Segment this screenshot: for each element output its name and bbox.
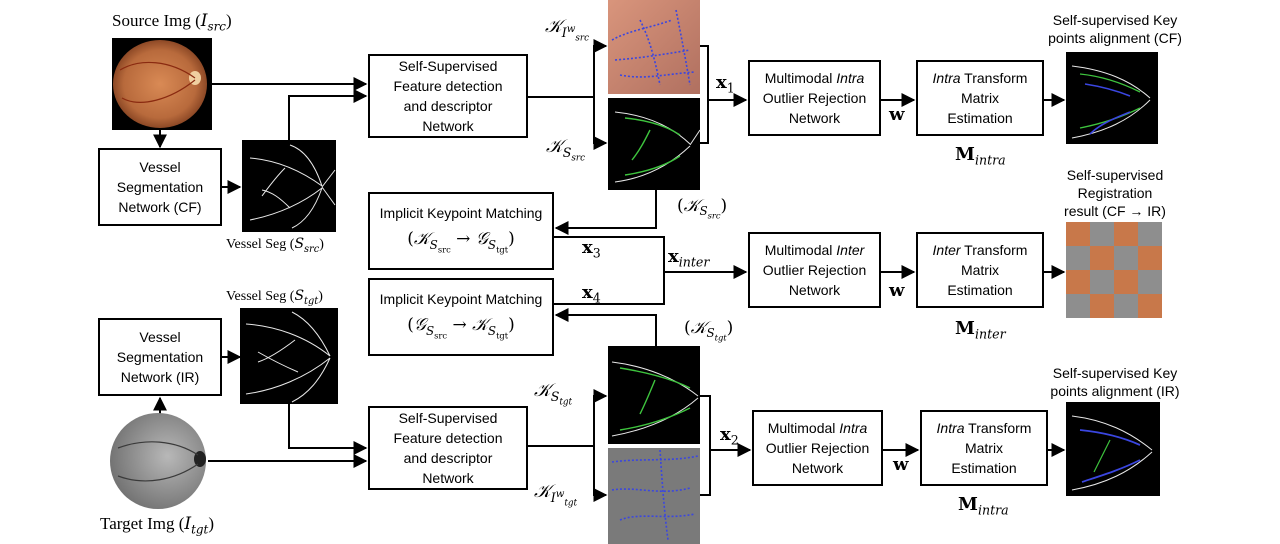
x4-label: x4: [582, 282, 601, 306]
feature-network-bottom: Self-Supervised Feature detection and de…: [368, 406, 528, 490]
x2-label: x2: [720, 424, 739, 448]
line: Segmentation: [116, 349, 204, 365]
caption-line: Registration: [1077, 185, 1153, 201]
line: and descriptor: [403, 98, 493, 114]
k-s-tgt-paren-label: (𝒦Stgt): [684, 318, 734, 343]
line: Feature detection: [393, 78, 503, 94]
implicit-matching-2: Implicit Keypoint Matching (𝒢Ssrc → 𝒦Stg…: [368, 278, 554, 356]
w-top-label: w: [889, 104, 905, 125]
line: Matrix: [964, 440, 1004, 456]
matching-formula: (𝒢Ssrc → 𝒦Stgt): [407, 315, 515, 340]
line: Intra Transform: [936, 420, 1032, 436]
line: Inter Transform: [932, 242, 1028, 258]
registration-result-image: [1066, 222, 1162, 318]
line: Segmentation: [116, 179, 204, 195]
line: Outlier Rejection: [762, 90, 867, 106]
k-s-src-paren-label: (𝒦Ssrc): [677, 196, 728, 221]
x1-label: x1: [716, 72, 735, 96]
k-warped-src-label: 𝒦Iwsrc: [545, 16, 590, 44]
x3-label: x3: [582, 237, 601, 261]
transform-estimation-inter: Inter Transform Matrix Estimation: [916, 232, 1044, 308]
line: Multimodal Intra: [767, 420, 868, 436]
warped-tgt-keypoints-image: [608, 448, 700, 544]
line: Self-Supervised: [398, 58, 498, 74]
matching-title: Implicit Keypoint Matching: [379, 291, 543, 308]
vessel-seg-tgt-image: [240, 308, 338, 404]
line: Matrix: [960, 90, 1000, 106]
caption-line: Self-supervised Key: [1052, 12, 1178, 28]
line: Vessel: [139, 329, 181, 345]
caption-line: points alignment (IR): [1050, 383, 1180, 399]
line: Network (IR): [120, 369, 200, 385]
k-warped-tgt-label: 𝒦Iwtgt: [534, 481, 578, 509]
line: Estimation: [947, 110, 1013, 126]
top-alignment-result-image: [1066, 52, 1158, 144]
tgt-vessel-keypoints-image: [608, 346, 700, 444]
caption-line: Self-supervised: [1066, 167, 1164, 183]
transform-estimation-intra-bottom: Intra Transform Matrix Estimation: [920, 410, 1048, 486]
outlier-rejection-inter: Multimodal Inter Outlier Rejection Netwo…: [748, 232, 881, 308]
line: Multimodal Inter: [764, 242, 865, 258]
line: Estimation: [951, 460, 1017, 476]
w-mid-label: w: [889, 280, 905, 301]
target-image: [110, 413, 208, 509]
line: Network (CF): [118, 199, 202, 215]
warped-src-keypoints-image: [608, 0, 700, 94]
feature-network-top: Self-Supervised Feature detection and de…: [368, 54, 528, 138]
vessel-segmentation-network-ir: Vessel Segmentation Network (IR): [98, 318, 222, 396]
matching-title: Implicit Keypoint Matching: [379, 205, 543, 222]
target-image-label: Target Img (Itgt): [100, 514, 214, 537]
transform-estimation-intra-top: Intra Transform Matrix Estimation: [916, 60, 1044, 136]
caption-mid-right: Self-supervised Registration result (CF …: [1030, 166, 1200, 220]
w-bottom-label: w: [893, 454, 909, 475]
x-inter-label: xinter: [668, 246, 710, 270]
line: Vessel: [139, 159, 181, 175]
source-image: [112, 38, 212, 130]
line: Network: [788, 282, 841, 298]
caption-line: Self-supervised Key: [1052, 365, 1178, 381]
outlier-rejection-intra-top: Multimodal Intra Outlier Rejection Netwo…: [748, 60, 881, 136]
connectors: [153, 39, 1066, 502]
m-intra-top-label: Mintra: [955, 144, 1006, 168]
src-vessel-keypoints-image: [608, 98, 701, 190]
vessel-seg-src-image: [242, 140, 336, 232]
line: Feature detection: [393, 430, 503, 446]
source-image-label: Source Img (Isrc): [112, 11, 232, 34]
k-s-src-label: 𝒦Ssrc: [546, 136, 586, 164]
caption-line: points alignment (CF): [1048, 30, 1182, 46]
line: Network: [788, 110, 841, 126]
line: Outlier Rejection: [765, 440, 870, 456]
line: Intra Transform: [932, 70, 1028, 86]
caption-bottom-right: Self-supervised Key points alignment (IR…: [1030, 364, 1200, 400]
bottom-alignment-result-image: [1066, 402, 1160, 496]
line: Network: [422, 470, 474, 486]
caption-line: result (CF → IR): [1064, 203, 1166, 219]
line: Outlier Rejection: [762, 262, 867, 278]
m-inter-label: Minter: [955, 318, 1006, 342]
m-intra-bottom-label: Mintra: [958, 494, 1009, 518]
k-s-tgt-label: 𝒦Stgt: [534, 380, 573, 408]
line: Network: [422, 118, 474, 134]
vessel-segmentation-network-cf: Vessel Segmentation Network (CF): [98, 148, 222, 226]
line: Multimodal Intra: [764, 70, 865, 86]
line: Estimation: [947, 282, 1013, 298]
outlier-rejection-intra-bottom: Multimodal Intra Outlier Rejection Netwo…: [752, 410, 883, 486]
line: and descriptor: [403, 450, 493, 466]
line: Matrix: [960, 262, 1000, 278]
matching-formula: (𝒦Ssrc → 𝒢Stgt): [407, 229, 515, 254]
line: Network: [791, 460, 844, 476]
implicit-matching-1: Implicit Keypoint Matching (𝒦Ssrc → 𝒢Stg…: [368, 192, 554, 270]
caption-top-right: Self-supervised Key points alignment (CF…: [1030, 11, 1200, 47]
vessel-seg-src-label: Vessel Seg (Ssrc): [226, 236, 324, 255]
vessel-seg-tgt-label: Vessel Seg (Stgt): [226, 288, 323, 307]
line: Self-Supervised: [398, 410, 498, 426]
